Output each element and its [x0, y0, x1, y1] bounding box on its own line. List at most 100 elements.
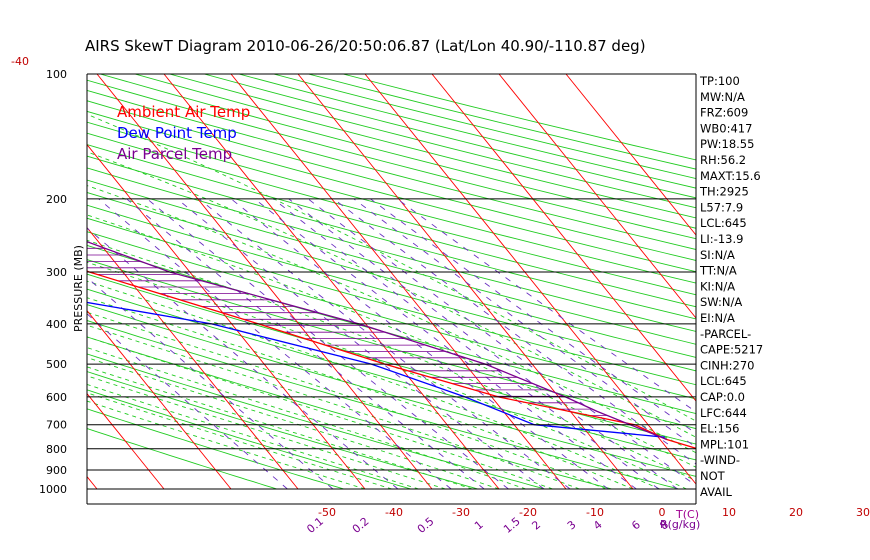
dry-adiabat [87, 204, 696, 372]
temp-tick-label: -30 [452, 506, 470, 519]
pressure-tick-label: 700 [46, 419, 67, 432]
index-line: SI:N/A [700, 248, 735, 262]
moist-adiabat [87, 392, 392, 490]
dry-adiabat [308, 74, 696, 170]
moist-adiabat [87, 336, 553, 490]
dry-adiabat [87, 121, 696, 284]
index-line: CAPE:5217 [700, 343, 763, 357]
dry-adiabat [87, 155, 696, 320]
dry-adiabat [87, 371, 479, 490]
y-axis-label: PRESSURE (MB) [72, 245, 85, 332]
dry-adiabat [87, 217, 696, 386]
mixing-ratio-line [87, 313, 288, 490]
index-line: WB0:417 [700, 121, 752, 135]
index-line: LI:-13.9 [700, 232, 743, 246]
moist-adiabat [87, 151, 696, 438]
isotherm [96, 74, 433, 490]
isotherms [0, 74, 696, 490]
dry-adiabats [87, 74, 696, 490]
temp-tick-label: 10 [722, 506, 736, 519]
mixing-ratio-label: 0.5 [415, 515, 437, 536]
pressure-tick-label: 300 [46, 266, 67, 279]
isotherm [297, 74, 634, 490]
index-line: EL:156 [700, 422, 740, 436]
index-line: MW:N/A [700, 90, 745, 104]
mixing-ratio-line [198, 198, 571, 490]
moist-adiabat [87, 400, 366, 490]
index-line: EI:N/A [700, 311, 735, 325]
plot-area [0, 74, 696, 490]
dry-adiabat [87, 110, 696, 273]
mixing-ratio-label: 4 [591, 518, 605, 532]
dry-adiabat [87, 389, 412, 490]
index-line: TH:2925 [699, 185, 749, 199]
legend: Ambient Air Temp Dew Point Temp Air Parc… [117, 103, 250, 163]
mixing-ratio-label: 6 [629, 518, 643, 532]
dry-adiabat [87, 132, 696, 296]
dry-adiabat [87, 336, 613, 490]
temp-tick-label: 30 [856, 506, 870, 519]
moist-adiabat [87, 311, 607, 490]
index-line: -PARCEL- [700, 327, 751, 341]
mixing-ratio-line [230, 198, 609, 490]
pressure-tick-label: 600 [46, 391, 67, 404]
mixing-ratio-label: 0.2 [350, 515, 372, 536]
dry-adiabat [87, 231, 696, 400]
isotherm [163, 74, 500, 490]
dry-adiabat [87, 288, 696, 461]
temp-tick-label: -40 [385, 506, 403, 519]
index-line: KI:N/A [700, 279, 735, 293]
isotherm [565, 74, 696, 236]
moist-adiabat [87, 113, 696, 422]
isotherm [498, 74, 696, 319]
pressure-tick-label: 400 [46, 318, 67, 331]
mixing-ratio-line [98, 198, 452, 490]
dry-adiabat [87, 192, 696, 358]
mixing-ratio-label: 1 [472, 518, 486, 532]
dry-adiabat [87, 428, 278, 490]
pressure-tick-label: 200 [46, 193, 67, 206]
x-axis-label: T(C) [675, 508, 699, 521]
index-line: LCL:645 [700, 216, 747, 230]
isotherm [87, 226, 299, 490]
isotherm [230, 74, 567, 490]
dry-adiabat [342, 74, 696, 161]
isotherm [0, 74, 30, 489]
index-line: MPL:101 [700, 437, 749, 451]
pressure-tick-label: 1000 [39, 483, 67, 496]
mixing-ratio-unit-label: R(g/kg) [660, 518, 700, 531]
moist-adiabat [87, 366, 473, 490]
index-line: CINH:270 [700, 358, 755, 372]
dry-adiabat [273, 74, 696, 179]
mixing-ratio-label: 3 [565, 518, 579, 532]
temp-tick-label: -50 [318, 506, 336, 519]
dew-point-temp-line [87, 301, 665, 438]
index-line: LCL:645 [700, 374, 747, 388]
index-line: TP:100 [699, 74, 740, 88]
axes [86, 73, 697, 505]
dry-adiabat [87, 408, 345, 490]
temp-tick-label: -20 [519, 506, 537, 519]
air-parcel-temp-line [87, 241, 668, 441]
temp-tick-label: 0 [659, 506, 666, 519]
index-line: NOT [700, 469, 726, 483]
isotherm [87, 392, 165, 490]
dry-adiabat [87, 144, 696, 308]
moist-adiabat [87, 185, 696, 454]
index-line: SW:N/A [700, 295, 742, 309]
pressure-tick-label: 800 [46, 443, 67, 456]
mixing-ratio-line [87, 276, 334, 490]
mixing-ratio-line [254, 198, 637, 490]
top-temp-tick-label: -40 [11, 55, 29, 68]
moist-adiabat [87, 357, 500, 490]
index-line: RH:56.2 [700, 153, 746, 167]
mixing-ratio-label: 2 [529, 518, 543, 532]
legend-dew-point-temp: Dew Point Temp [117, 124, 237, 142]
mixing-ratio-line [176, 198, 545, 490]
index-line: PW:18.55 [700, 137, 754, 151]
dry-adiabat [87, 179, 696, 345]
index-line: FRZ:609 [700, 106, 748, 120]
dry-adiabat [87, 259, 696, 430]
